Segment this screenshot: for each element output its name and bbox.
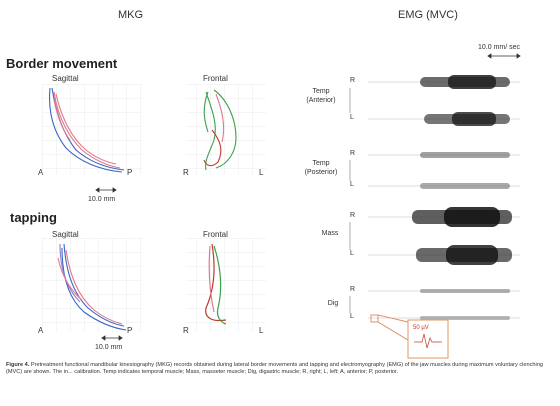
border-scale-arrow <box>95 187 117 193</box>
muscle-label-mass: Mass <box>321 230 339 237</box>
temp-posterior-r: R <box>350 150 356 157</box>
temp-anterior-r: R <box>350 77 356 84</box>
border-frontal-grid <box>186 84 266 174</box>
tapping-frontal-label: Frontal <box>203 230 228 239</box>
figure-caption: Figure 4. Pretreatment functional mandib… <box>6 362 552 376</box>
border-movement-heading: Border movement <box>6 56 118 71</box>
border-scale-label: 10.0 mm <box>88 196 116 203</box>
emg-time-scale: 10.0 mm/ sec <box>478 44 521 51</box>
border-sagittal-traces <box>49 87 125 173</box>
border-right-label: R <box>183 168 189 177</box>
emg-traces <box>368 75 520 320</box>
dig-l: L <box>350 313 354 320</box>
border-frontal-label: Frontal <box>203 74 228 83</box>
border-sagittal-label: Sagittal <box>52 74 79 83</box>
emg-time-scale-arrow <box>487 53 521 59</box>
tapping-frontal-grid <box>186 238 266 332</box>
muscle-label-temp-anterior: Temp (Anterior) <box>306 88 336 104</box>
muscle-label-dig: Dig <box>327 300 339 307</box>
tapping-heading: tapping <box>10 210 57 225</box>
tapping-anterior-label: A <box>38 326 44 335</box>
temp-posterior-l: L <box>350 181 354 188</box>
tapping-right-label: R <box>183 326 189 335</box>
caption-lead: Figure 4. <box>6 362 30 368</box>
tapping-scale-arrow <box>101 335 123 341</box>
caption-text: Pretreatment functional mandibular kines… <box>6 362 543 376</box>
tapping-sagittal-grid <box>42 238 142 332</box>
mass-r: R <box>350 212 356 219</box>
dig-r: R <box>350 286 356 293</box>
calibration-callout <box>370 314 449 359</box>
border-anterior-label: A <box>38 168 44 177</box>
emg-title: EMG (MVC) <box>398 9 458 21</box>
muscle-label-temp-posterior: Temp (Posterior) <box>304 160 338 176</box>
border-frontal-traces <box>203 89 237 171</box>
tapping-sagittal-label: Sagittal <box>52 230 79 239</box>
tapping-scale-label: 10.0 mm <box>95 344 123 351</box>
tapping-frontal-traces <box>205 243 227 325</box>
calibration-label: 50 µV <box>413 325 429 331</box>
mass-l: L <box>350 250 354 257</box>
mkg-title: MKG <box>118 9 144 21</box>
tapping-sagittal-traces <box>57 243 127 331</box>
temp-anterior-l: L <box>350 114 354 121</box>
border-sagittal-grid <box>42 84 142 174</box>
